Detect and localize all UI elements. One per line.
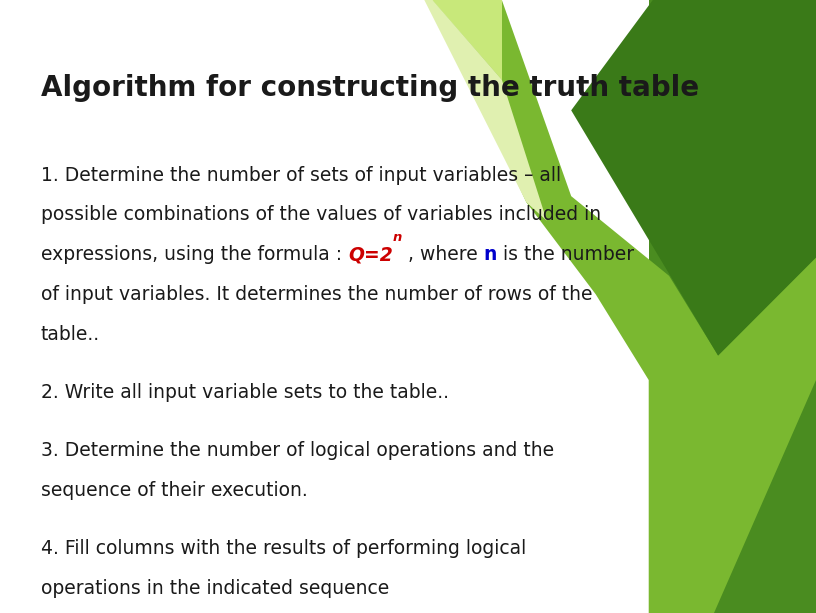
Text: is the number: is the number — [497, 245, 634, 264]
Text: of input variables. It determines the number of rows of the: of input variables. It determines the nu… — [41, 285, 592, 304]
Polygon shape — [649, 0, 816, 613]
Text: , where: , where — [402, 245, 484, 264]
Text: expressions, using the formula :: expressions, using the formula : — [41, 245, 348, 264]
Text: Algorithm for constructing the truth table: Algorithm for constructing the truth tab… — [41, 74, 699, 102]
Text: 1. Determine the number of sets of input variables – all: 1. Determine the number of sets of input… — [41, 166, 561, 185]
Text: operations in the indicated sequence: operations in the indicated sequence — [41, 579, 389, 598]
Polygon shape — [432, 0, 502, 80]
Text: Q=2: Q=2 — [348, 245, 392, 264]
Text: n: n — [392, 231, 402, 244]
Text: possible combinations of the values of variables included in: possible combinations of the values of v… — [41, 205, 601, 224]
Text: table..: table.. — [41, 325, 100, 344]
Text: 2. Write all input variable sets to the table..: 2. Write all input variable sets to the … — [41, 383, 449, 402]
Text: n: n — [484, 245, 497, 264]
Text: 3. Determine the number of logical operations and the: 3. Determine the number of logical opera… — [41, 441, 554, 460]
Polygon shape — [571, 0, 816, 356]
Text: sequence of their execution.: sequence of their execution. — [41, 481, 308, 500]
Polygon shape — [424, 0, 547, 221]
Text: 4. Fill columns with the results of performing logical: 4. Fill columns with the results of perf… — [41, 539, 526, 558]
Polygon shape — [432, 0, 816, 613]
